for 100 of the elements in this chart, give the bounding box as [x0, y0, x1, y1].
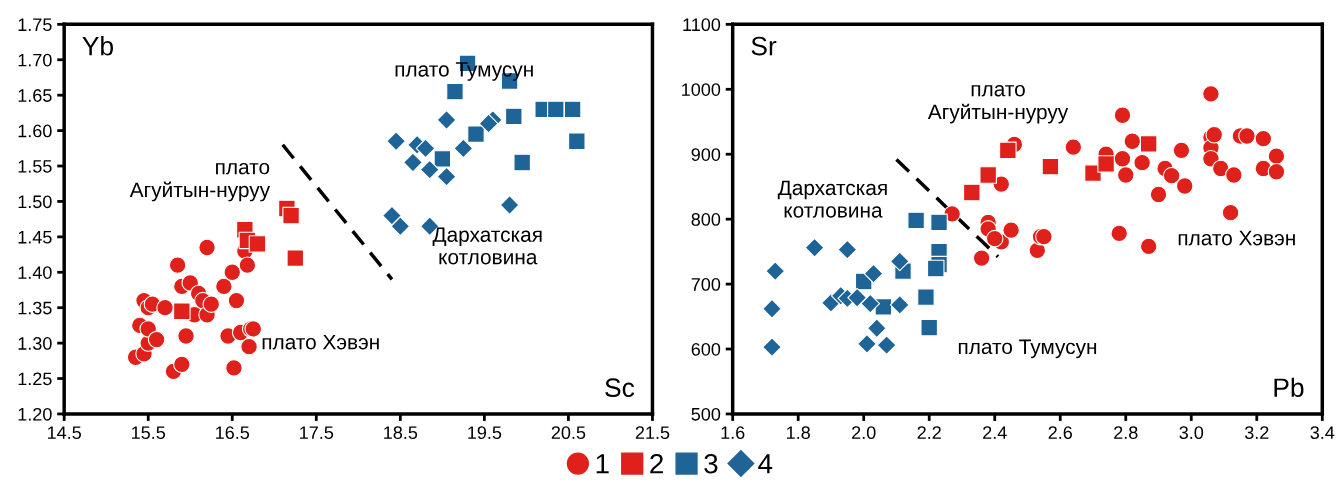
x-tick-label: 1.6: [721, 426, 745, 440]
y-tick-label: 900: [691, 148, 721, 161]
annotation: Дархатская котловина: [777, 180, 887, 218]
point: [1172, 141, 1191, 160]
point: [1225, 166, 1243, 184]
x-tick-label: 2.4: [983, 426, 1007, 439]
point: [513, 153, 531, 172]
point: [1097, 155, 1115, 173]
point: [240, 337, 258, 356]
legend-label: 2: [650, 453, 663, 474]
annotation: плато Тумусун: [395, 62, 533, 81]
y-tick-label: 1.30: [18, 337, 52, 350]
point: [1162, 166, 1181, 185]
point: [1123, 132, 1142, 151]
point: [926, 259, 945, 278]
point: [1002, 221, 1020, 239]
y-axis-title: Sr: [751, 36, 777, 56]
point: [1211, 159, 1230, 178]
point: [547, 100, 565, 119]
x-tick-label: 21.5: [635, 426, 670, 440]
point: [907, 211, 925, 230]
point: [1254, 129, 1273, 148]
point: [386, 131, 407, 152]
x-tick-label: 16.5: [216, 426, 250, 440]
y-tick-label: 1100: [683, 18, 721, 32]
point: [876, 335, 897, 355]
point: [917, 288, 935, 306]
point: [1267, 162, 1286, 181]
y-tick-label: 600: [691, 342, 721, 356]
point: [390, 216, 411, 237]
point: [1149, 185, 1168, 204]
legend-label: 1: [596, 454, 609, 474]
point: [198, 238, 216, 257]
x-axis-title: Pb: [1274, 377, 1304, 398]
y-tick-label: 500: [691, 407, 721, 421]
annotation: плато Агуйтын-нуруу: [129, 162, 271, 202]
point: [173, 355, 191, 374]
y-tick-label: 1.50: [18, 195, 52, 209]
point: [1113, 106, 1132, 125]
point: [804, 237, 825, 258]
point: [1221, 203, 1240, 222]
y-tick-label: 1.70: [18, 53, 52, 67]
point: [225, 359, 243, 377]
x-tick-label: 2.6: [1048, 426, 1072, 440]
point: [1202, 85, 1220, 103]
x-tick-label: 19.5: [468, 426, 502, 440]
x-tick-label: 2.2: [917, 426, 941, 439]
y-tick-label: 1.20: [18, 407, 52, 421]
point: [1139, 135, 1158, 153]
point: [403, 152, 423, 173]
y-tick-label: 1.45: [18, 230, 52, 244]
point: [1238, 127, 1256, 145]
point: [282, 206, 300, 225]
point: [173, 302, 191, 321]
x-tick-label: 14.5: [47, 426, 81, 440]
point: [860, 293, 881, 314]
y-tick-label: 1.35: [18, 301, 52, 315]
point: [467, 125, 485, 143]
point: [433, 150, 452, 168]
point: [499, 195, 520, 215]
annotation: плато Тумусун: [958, 339, 1097, 359]
point: [963, 183, 981, 202]
x-tick-label: 2.0: [852, 426, 876, 440]
point: [1064, 138, 1083, 156]
x-tick-label: 3.2: [1244, 426, 1269, 440]
annotation: плато Агуйтын-нуруу: [927, 85, 1069, 124]
point: [168, 256, 187, 274]
point: [762, 337, 782, 357]
x-tick-label: 17.5: [300, 426, 334, 440]
point: [215, 277, 233, 296]
point: [419, 159, 440, 180]
point: [177, 327, 195, 345]
y-tick-label: 1.55: [18, 160, 52, 173]
point: [453, 138, 474, 159]
x-axis-title: Sc: [605, 378, 635, 398]
point: [920, 318, 938, 337]
point: [1110, 224, 1128, 243]
legend-label: 3: [704, 453, 718, 474]
point: [382, 205, 402, 226]
point: [436, 166, 457, 187]
point: [568, 132, 586, 151]
point: [415, 138, 436, 159]
point: [1267, 147, 1286, 165]
point: [863, 263, 884, 284]
point: [202, 295, 221, 313]
point: [1133, 153, 1151, 172]
y-tick-label: 1000: [682, 83, 721, 96]
y-tick-label: 1.65: [18, 89, 52, 102]
point: [1035, 227, 1053, 246]
point: [147, 330, 166, 349]
point: [505, 107, 523, 126]
x-tick-label: 1.8: [787, 426, 810, 440]
point: [765, 261, 786, 281]
x-tick-label: 3.0: [1179, 426, 1204, 440]
point: [985, 229, 1004, 248]
point: [972, 249, 991, 267]
point: [866, 318, 887, 339]
point: [238, 256, 257, 274]
point: [156, 298, 174, 317]
x-tick-label: 18.5: [384, 426, 418, 440]
